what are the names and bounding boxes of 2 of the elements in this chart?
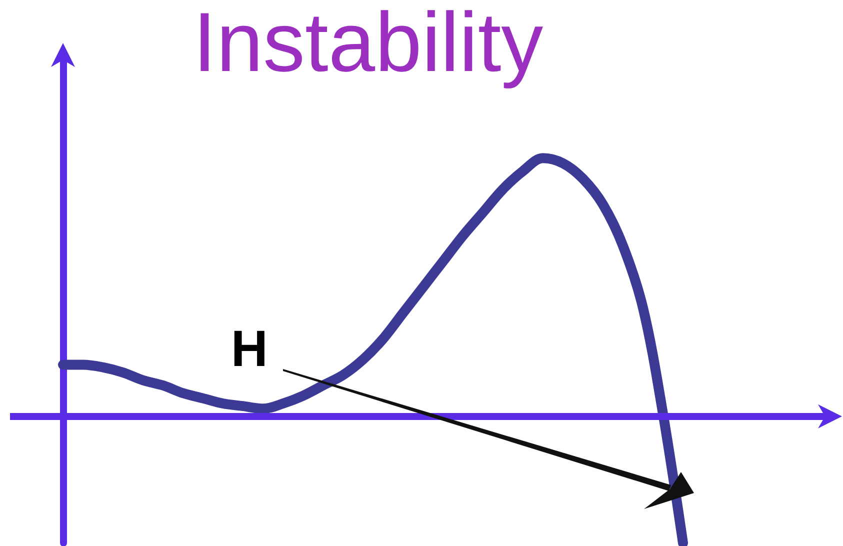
chart-title: Instability xyxy=(193,0,544,89)
annotation: H xyxy=(231,320,268,377)
